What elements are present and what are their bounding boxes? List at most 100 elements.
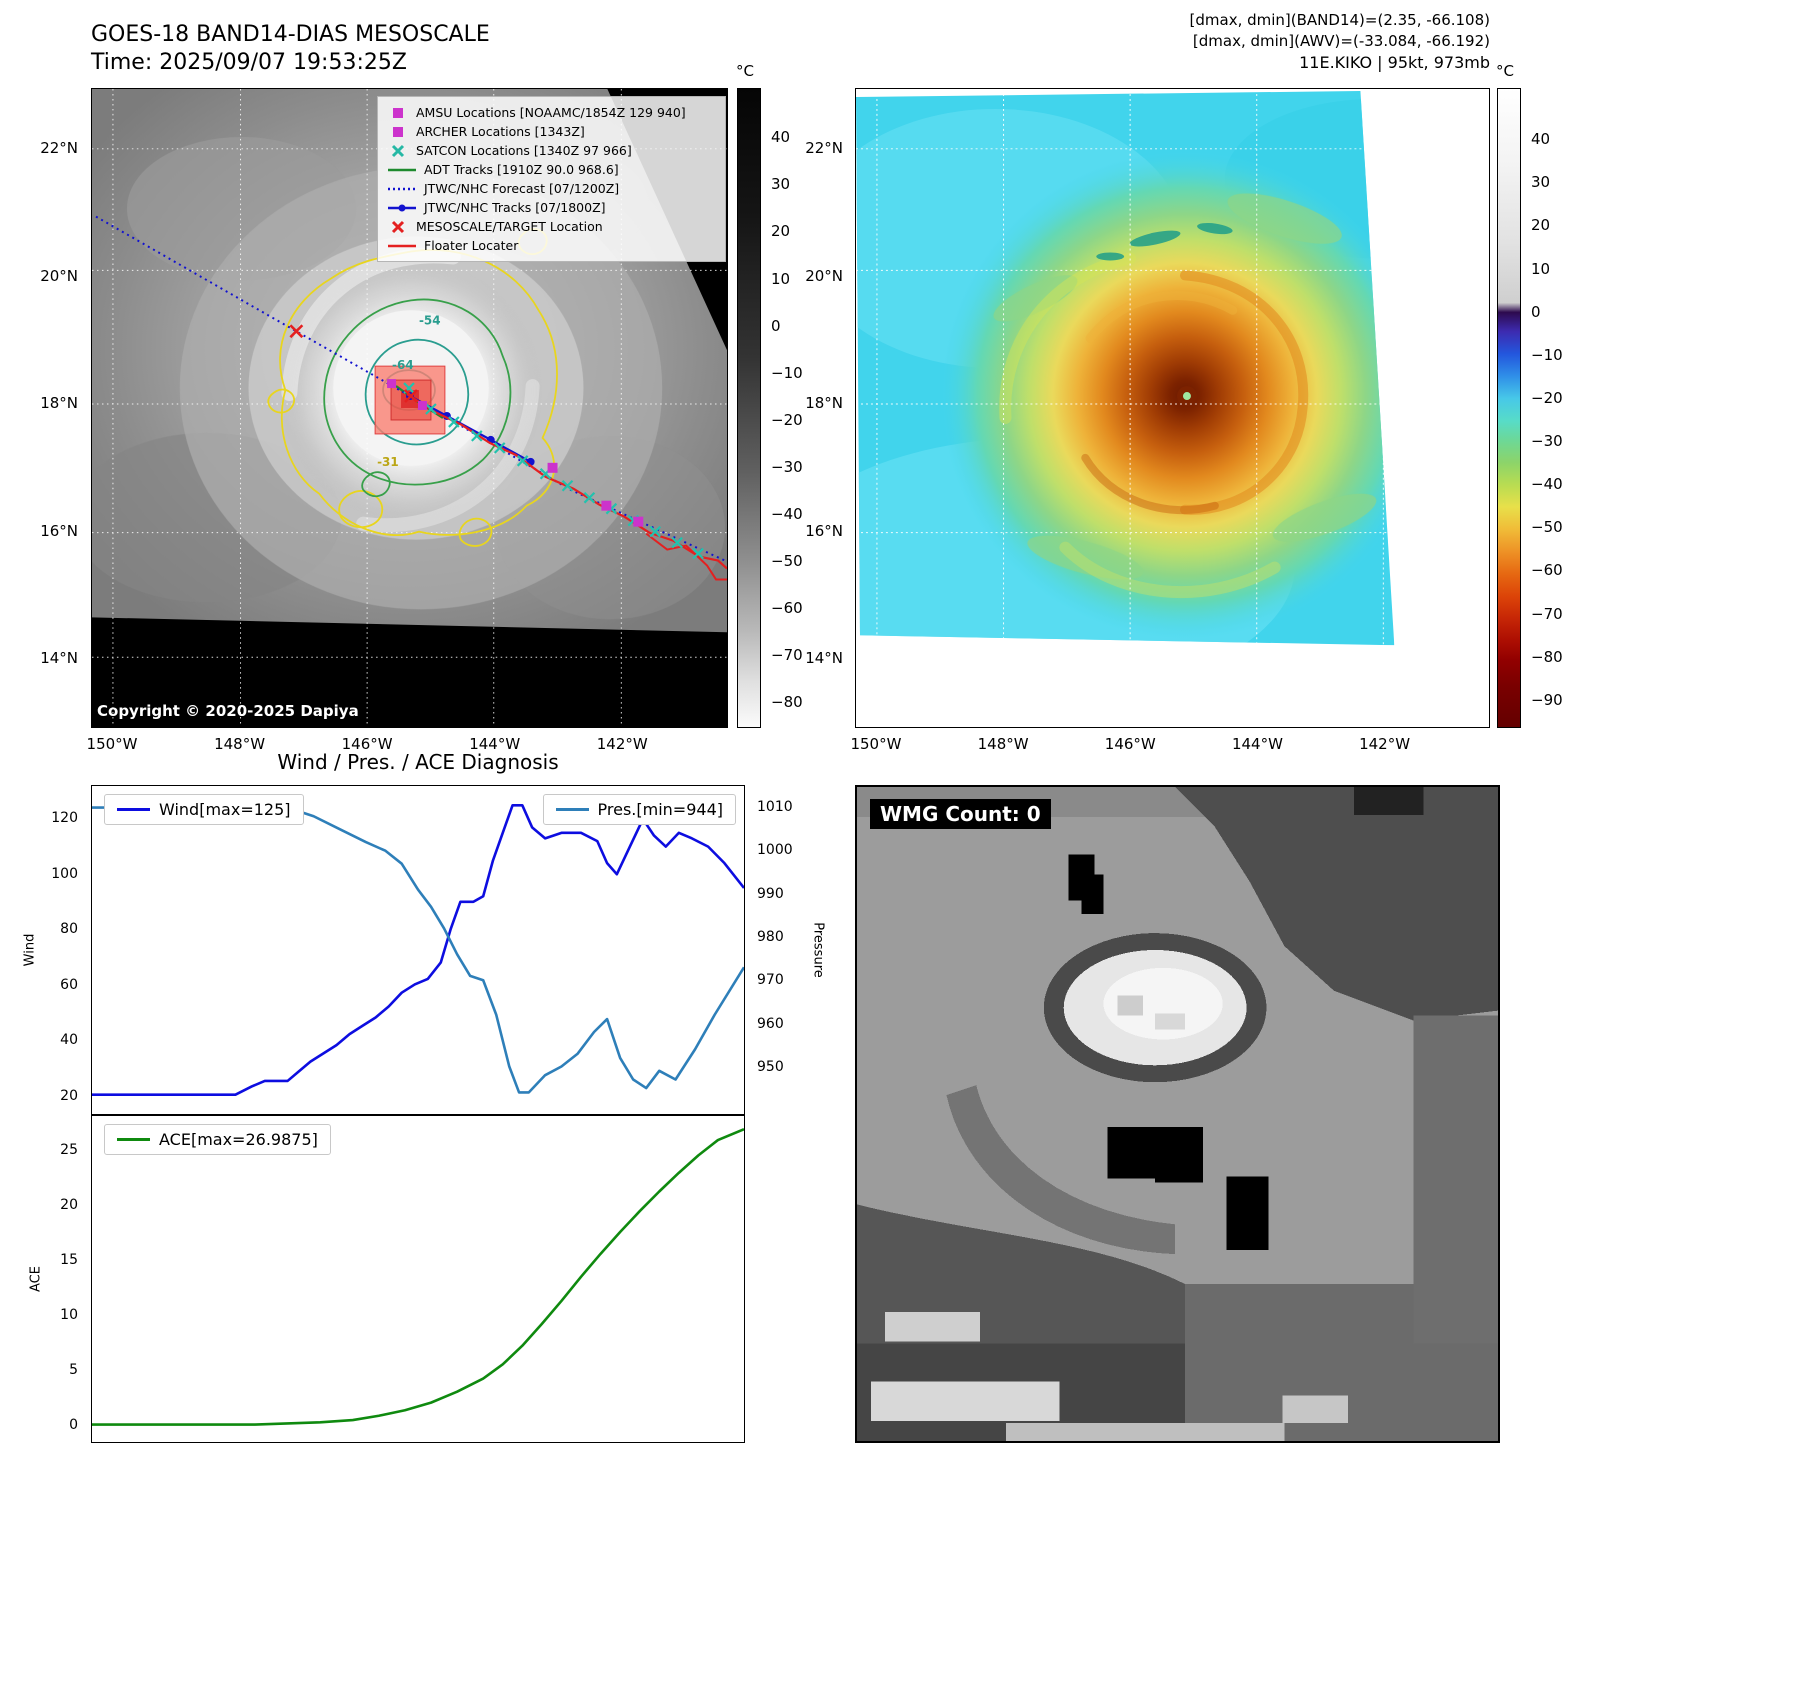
tick-label: 20 bbox=[60, 1087, 78, 1104]
tick-label: 40 bbox=[1531, 130, 1551, 149]
mesoscale-target-markers bbox=[289, 324, 418, 403]
band14-map-legend: AMSU Locations [NOAAMC/1854Z 129 940] ARC… bbox=[377, 96, 726, 262]
tick-label: −40 bbox=[771, 505, 803, 524]
wind-axis-label: Wind bbox=[22, 933, 38, 967]
tick-label: 40 bbox=[60, 1032, 78, 1049]
awv-colorbar: °C 40 30 20 10 0 −10 −20 −30 −40 −50 −60 −70 −80 −90 bbox=[1496, 62, 1563, 728]
wind-y-axis: 20 40 60 80 100 120 bbox=[40, 785, 86, 1115]
tick-label: 10 bbox=[1531, 259, 1551, 278]
tick-label: 10 bbox=[771, 269, 791, 288]
band14-lon-axis: 150°W 148°W 146°W 144°W 142°W bbox=[87, 733, 728, 755]
graticule bbox=[92, 89, 727, 727]
tick-label: 15 bbox=[60, 1252, 78, 1269]
pressure-legend-label: Pres.[min=944] bbox=[597, 800, 723, 819]
pressure-y-axis: 950 960 970 980 990 1000 1010 bbox=[751, 785, 803, 1115]
tick-label: −40 bbox=[1531, 475, 1563, 494]
tick-label: 146°W bbox=[341, 735, 393, 753]
tick-label: 20 bbox=[60, 1197, 78, 1214]
tick-label: 20 bbox=[1531, 216, 1551, 235]
chart-line bbox=[92, 805, 744, 1094]
tick-label: 150°W bbox=[86, 735, 138, 753]
tick-label: −30 bbox=[1531, 432, 1563, 451]
wmg-count-badge: WMG Count: 0 bbox=[870, 799, 1051, 829]
tick-label: −60 bbox=[771, 599, 803, 618]
legend-item: SATCON Locations [1340Z 97 966] bbox=[387, 141, 716, 160]
tick-label: 1010 bbox=[757, 798, 793, 815]
ace-chart: ACE[max=26.9875] bbox=[91, 1115, 745, 1443]
dark-cloud-region bbox=[1175, 787, 1498, 1021]
tick-label: 25 bbox=[60, 1142, 78, 1159]
tick-label: 950 bbox=[757, 1059, 784, 1076]
diagnosis-title: Wind / Pres. / ACE Diagnosis bbox=[277, 750, 559, 774]
tick-label: 960 bbox=[757, 1015, 784, 1032]
tick-label: 20°N bbox=[40, 266, 78, 285]
graticule bbox=[856, 89, 1489, 727]
tick-label: 100 bbox=[51, 865, 78, 882]
tick-label: 60 bbox=[60, 976, 78, 993]
wind-legend: Wind[max=125] bbox=[104, 794, 304, 825]
amsu-archer-markers bbox=[387, 379, 644, 527]
tick-label: −60 bbox=[1531, 561, 1563, 580]
tick-label: 0 bbox=[771, 316, 781, 335]
tick-label: −20 bbox=[771, 410, 803, 429]
wmg-panel: WMG Count: 0 bbox=[855, 785, 1500, 1443]
ace-legend: ACE[max=26.9875] bbox=[104, 1124, 331, 1155]
contour-label-outer: -54 bbox=[419, 313, 441, 327]
tick-label: 16°N bbox=[805, 521, 843, 540]
chart-line bbox=[92, 808, 744, 1093]
ace-line-sample bbox=[117, 1138, 150, 1141]
awv-satellite-image bbox=[856, 89, 1489, 727]
tick-label: −80 bbox=[771, 693, 803, 712]
chart-line bbox=[92, 1129, 744, 1424]
tick-label: −90 bbox=[1531, 690, 1563, 709]
dmax-dmin-band14: [dmax, dmin](BAND14)=(2.35, -66.108) bbox=[1189, 11, 1490, 29]
legend-item: MESOSCALE/TARGET Location bbox=[387, 217, 716, 236]
tick-label: 148°W bbox=[977, 735, 1029, 753]
tick-label: −30 bbox=[771, 457, 803, 476]
awv-colorbar-ticks: 40 30 20 10 0 −10 −20 −30 −40 −50 −60 −70 −80 −90 bbox=[1525, 88, 1573, 728]
band14-colorbar-gradient bbox=[737, 88, 761, 728]
tick-label: 142°W bbox=[1359, 735, 1411, 753]
tick-label: 1000 bbox=[757, 842, 793, 859]
tick-label: −50 bbox=[1531, 518, 1563, 537]
ace-plot bbox=[92, 1116, 744, 1442]
tick-label: 14°N bbox=[40, 649, 78, 668]
wmg-image bbox=[857, 787, 1498, 1441]
legend-item: Floater Locater bbox=[388, 238, 519, 253]
tick-label: 970 bbox=[757, 972, 784, 989]
legend-item: AMSU Locations [NOAAMC/1854Z 129 940] bbox=[387, 103, 716, 122]
tick-label: 10 bbox=[60, 1307, 78, 1324]
contour-label-yellow: -31 bbox=[377, 455, 399, 469]
contour-label-inner: -64 bbox=[392, 358, 414, 372]
dmax-dmin-awv: [dmax, dmin](AWV)=(-33.084, -66.192) bbox=[1192, 31, 1490, 50]
tick-label: 5 bbox=[69, 1362, 78, 1379]
copyright-watermark: Copyright © 2020-2025 Dapiya bbox=[97, 702, 359, 720]
ace-axis-label: ACE bbox=[28, 1266, 44, 1292]
tick-label: 980 bbox=[757, 928, 784, 945]
awv-swath bbox=[856, 90, 1395, 646]
awv-map bbox=[855, 88, 1490, 728]
tick-label: 22°N bbox=[40, 139, 78, 158]
wind-legend-label: Wind[max=125] bbox=[159, 800, 291, 819]
awv-lat-axis: 22°N 20°N 18°N 16°N 14°N bbox=[769, 88, 851, 728]
band14-lat-axis: 22°N 20°N 18°N 16°N 14°N bbox=[0, 88, 86, 728]
tick-label: 30 bbox=[771, 175, 791, 194]
tick-label: 990 bbox=[757, 885, 784, 902]
awv-colorbar-unit: °C bbox=[1496, 62, 1514, 80]
legend-item: ARCHER Locations [1343Z] bbox=[387, 122, 716, 141]
tick-label: −20 bbox=[1531, 388, 1563, 407]
tick-label: 148°W bbox=[214, 735, 266, 753]
tick-label: 30 bbox=[1531, 173, 1551, 192]
tick-label: 14°N bbox=[805, 649, 843, 668]
tick-label: 150°W bbox=[850, 735, 902, 753]
tick-label: 146°W bbox=[1104, 735, 1156, 753]
cold-cloud-speckles bbox=[1096, 223, 1233, 261]
spiral-rainbands bbox=[999, 252, 1309, 599]
band14-colorbar: °C 40 30 20 10 0 −10 −20 −30 −40 −50 −60 −70 −80 bbox=[736, 62, 803, 728]
legend-item: ADT Tracks [1910Z 90.0 968.6] bbox=[388, 162, 619, 177]
hurricane-eye bbox=[1182, 392, 1191, 401]
tick-label: 18°N bbox=[805, 394, 843, 413]
awv-lon-axis: 150°W 148°W 146°W 144°W 142°W bbox=[850, 733, 1490, 755]
wind-pressure-plot bbox=[92, 786, 744, 1114]
